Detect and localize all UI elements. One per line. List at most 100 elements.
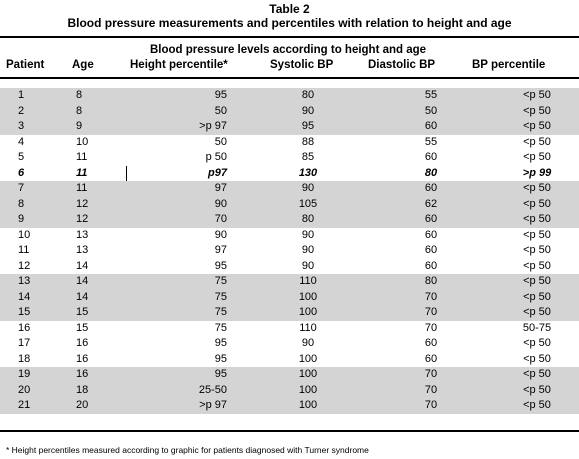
cell-diastolic: 60 xyxy=(367,181,495,197)
table-row: 7 11 97 90 60 <p 50 xyxy=(0,181,579,197)
table-row: 12 14 95 90 60 <p 50 xyxy=(0,259,579,275)
cell-diastolic: 80 xyxy=(424,166,438,179)
col-header-systolic: Systolic BP xyxy=(270,59,334,71)
cell-systolic: 100 xyxy=(249,289,367,305)
cell-height: 70 xyxy=(126,212,249,228)
cell-patient: 20 xyxy=(0,382,68,398)
cell-age: 15 xyxy=(76,321,89,334)
cell-systolic: 100 xyxy=(249,305,367,321)
cell-diastolic: 60 xyxy=(424,244,438,256)
table-row: 17 16 95 90 60 <p 50 xyxy=(0,336,579,352)
cell-bp: <p 50 xyxy=(495,119,579,135)
cell-diastolic: 70 xyxy=(424,321,438,334)
col-header-height: Height percentile* xyxy=(130,59,228,71)
cell-patient: 4 xyxy=(18,135,25,148)
table-row: 1 8 95 80 55 <p 50 xyxy=(0,88,579,104)
cell-age: 11 xyxy=(68,181,127,197)
cell-age: 9 xyxy=(68,119,127,135)
cell-diastolic: 60 xyxy=(424,259,438,272)
cell-height: 75 xyxy=(126,274,249,290)
cell-height: p97 xyxy=(208,166,227,179)
cell-bp: <p 50 xyxy=(523,259,551,272)
header-rule xyxy=(0,77,579,79)
cell-patient: 13 xyxy=(0,274,68,290)
cell-age: 11 xyxy=(68,165,127,181)
cell-patient: 14 xyxy=(0,289,68,305)
cell-diastolic: 60 xyxy=(424,228,438,241)
cell-age: 16 xyxy=(68,367,127,383)
cell-diastolic: 80 xyxy=(367,274,495,290)
cell-age: 8 xyxy=(68,88,127,104)
table-subtitle: Blood pressure measurements and percenti… xyxy=(67,16,512,30)
cell-diastolic: 62 xyxy=(367,196,495,212)
cell-diastolic: 50 xyxy=(367,103,495,119)
cell-age: 12 xyxy=(68,212,127,228)
cell-height: 50 xyxy=(126,103,249,119)
cell-bp: <p 50 xyxy=(523,244,551,256)
cell-bp: <p 50 xyxy=(523,337,551,349)
cell-height: 97 xyxy=(126,181,249,197)
bp-table: 1 8 95 80 55 <p 50 2 8 50 90 50 <p 50 3 9 >p 97 95 60 <p … xyxy=(0,88,579,414)
table-row: 11 13 97 90 60 <p 50 xyxy=(0,243,579,259)
table-row: 4 10 50 88 55 <p 50 xyxy=(0,135,579,151)
table-row: 21 20 >p 97 100 70 <p 50 xyxy=(0,398,579,414)
cell-age: 16 xyxy=(76,337,89,349)
cell-bp: <p 50 xyxy=(495,196,579,212)
cell-patient: 18 xyxy=(18,352,31,365)
cell-bp: 50-75 xyxy=(522,321,552,334)
cell-age: 8 xyxy=(68,103,127,119)
cell-height: >p 97 xyxy=(126,119,249,135)
cell-age: 20 xyxy=(68,398,127,414)
table-title: Table 2 xyxy=(269,2,310,16)
table-row: 2 8 50 90 50 <p 50 xyxy=(0,103,579,119)
cell-height: 95 xyxy=(126,367,249,383)
cell-systolic: 90 xyxy=(249,103,367,119)
cell-height: 90 xyxy=(214,228,227,241)
cell-patient: 12 xyxy=(18,259,31,272)
cell-height: 95 xyxy=(214,259,227,272)
cell-bp: <p 50 xyxy=(495,181,579,197)
cell-age: 14 xyxy=(68,274,127,290)
cell-patient: 3 xyxy=(0,119,68,135)
cell-height: 95 xyxy=(214,337,227,349)
cell-patient: 9 xyxy=(0,212,68,228)
cell-age: 12 xyxy=(68,196,127,212)
footnote: * Height percentiles measured according … xyxy=(6,445,369,455)
cell-diastolic: 60 xyxy=(367,212,495,228)
table-row: 20 18 25-50 100 70 <p 50 xyxy=(0,382,579,398)
cell-diastolic: 60 xyxy=(424,151,438,163)
bottom-rule xyxy=(0,430,579,432)
cell-systolic: 80 xyxy=(249,88,367,104)
cell-patient: 10 xyxy=(18,228,31,241)
cell-patient: 2 xyxy=(0,103,68,119)
cell-bp: <p 50 xyxy=(495,103,579,119)
cell-systolic: 100 xyxy=(249,382,367,398)
cell-height: 75 xyxy=(126,289,249,305)
cell-age: 13 xyxy=(76,244,89,256)
cell-systolic: 90 xyxy=(301,259,315,272)
cell-age: 16 xyxy=(76,352,89,365)
cell-bp: <p 50 xyxy=(495,367,579,383)
col-header-patient: Patient xyxy=(6,59,45,71)
cell-bp: <p 50 xyxy=(495,88,579,104)
cell-systolic: 80 xyxy=(249,212,367,228)
cell-height: 95 xyxy=(126,88,249,104)
cell-height: 50 xyxy=(214,135,227,148)
cell-patient: 15 xyxy=(0,305,68,321)
cell-height: 75 xyxy=(126,305,249,321)
table-row: 9 12 70 80 60 <p 50 xyxy=(0,212,579,228)
cell-systolic: 100 xyxy=(249,367,367,383)
cell-age: 14 xyxy=(68,289,127,305)
cell-height: >p 97 xyxy=(126,398,249,414)
cell-patient: 21 xyxy=(0,398,68,414)
cell-patient: 16 xyxy=(18,321,31,334)
col-header-bp-percentile: BP percentile xyxy=(472,59,546,71)
cell-bp: <p 50 xyxy=(495,274,579,290)
cell-bp: <p 50 xyxy=(495,289,579,305)
cell-patient: 1 xyxy=(0,88,68,104)
cell-systolic: 95 xyxy=(249,119,367,135)
cell-diastolic: 60 xyxy=(367,119,495,135)
cell-patient: 7 xyxy=(0,181,68,197)
cell-bp: <p 50 xyxy=(495,212,579,228)
cell-systolic: 130 xyxy=(298,166,318,179)
